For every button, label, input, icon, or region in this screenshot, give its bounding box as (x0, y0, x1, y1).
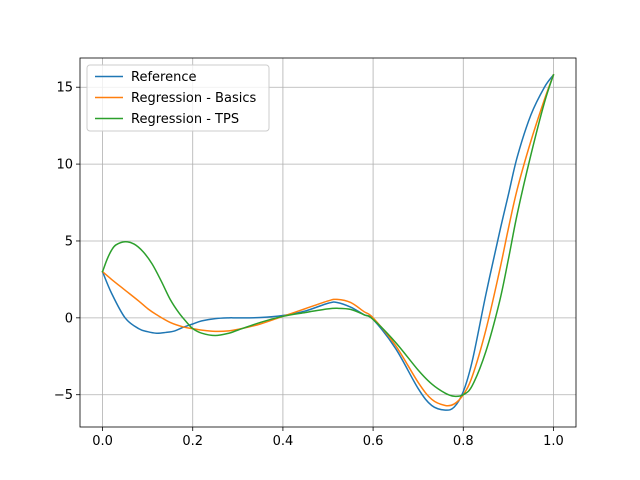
axes-frame (79, 57, 577, 428)
legend-label: Reference (131, 70, 196, 85)
y-tick-label: 5 (65, 234, 73, 249)
y-axis-ticks: −5 0 5 10 15 (54, 81, 80, 403)
y-tick-label: −5 (54, 388, 73, 403)
x-tick-label: 1.0 (543, 434, 564, 449)
x-tick-label: 0.8 (453, 434, 474, 449)
y-tick-label: 10 (56, 158, 73, 173)
legend: Reference Regression - Basics Regression -… (86, 64, 270, 132)
x-tick-label: 0.4 (273, 434, 294, 449)
legend-label: Regression - TPS (131, 112, 239, 127)
series-line-regression-tps (101, 73, 555, 398)
series-line-reference (101, 73, 555, 411)
x-axis-ticks: 0.0 0.2 0.4 0.6 0.8 1.0 (92, 427, 564, 449)
series-line-regression-basics (101, 73, 555, 407)
legend-label: Regression - Basics (131, 91, 256, 106)
x-tick-label: 0.0 (92, 434, 113, 449)
series-layer (101, 73, 555, 411)
x-tick-label: 0.6 (363, 434, 384, 449)
legend-box (86, 64, 270, 132)
y-tick-label: 15 (56, 81, 73, 96)
x-tick-label: 0.2 (182, 434, 203, 449)
y-tick-label: 0 (65, 311, 73, 326)
